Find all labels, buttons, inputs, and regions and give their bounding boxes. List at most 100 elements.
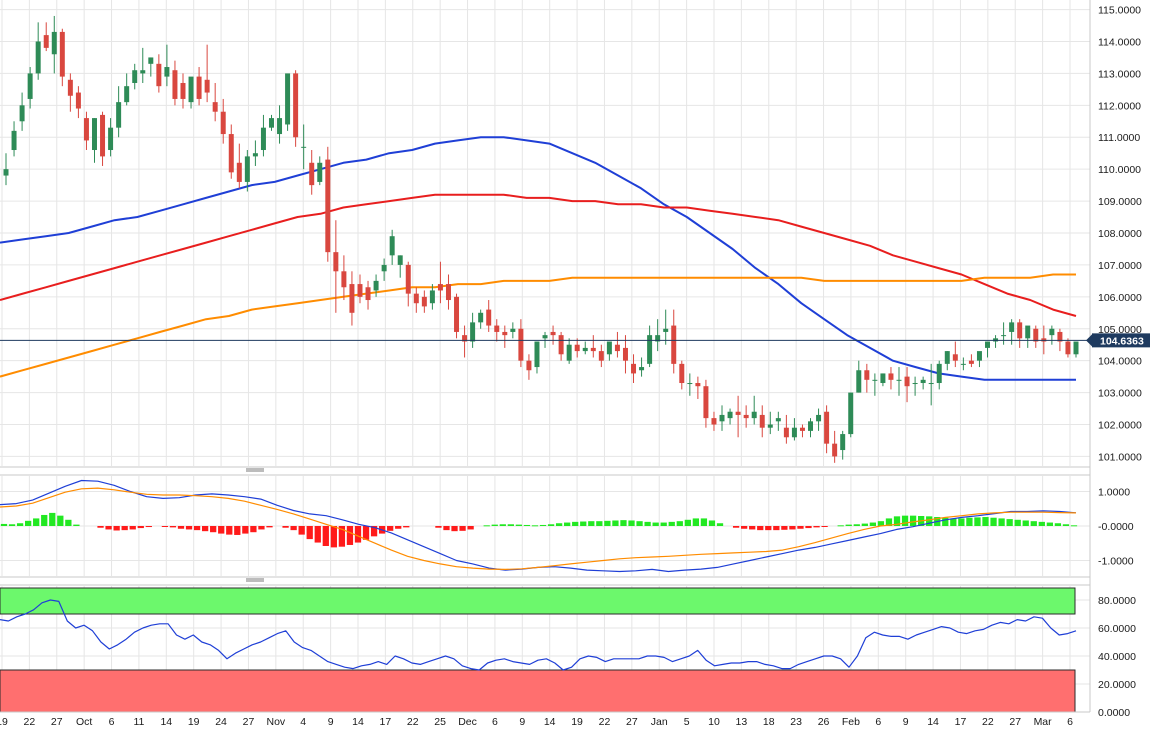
candle (365, 280, 371, 310)
candle-body (92, 118, 97, 151)
candle-body (703, 386, 709, 419)
panel-splitter-2[interactable] (0, 576, 1090, 586)
last-price-label: 104.6363 (1100, 335, 1144, 347)
macd-histogram-bar (0, 523, 8, 526)
x-tick-label: 22 (407, 716, 419, 728)
candle-body (1001, 335, 1007, 337)
candle (252, 140, 258, 166)
candle (486, 300, 492, 332)
macd-histogram-bar (773, 526, 780, 531)
macd-histogram-bar (813, 526, 820, 528)
candle-body (872, 379, 878, 381)
candle (904, 367, 910, 403)
macd-histogram-bar (185, 526, 193, 530)
x-tick-label: 22 (599, 716, 611, 728)
price-y-tick-label: 102.0000 (1098, 420, 1142, 432)
candle-body (791, 427, 797, 438)
macd-histogram-bar (572, 521, 579, 526)
candle (502, 325, 508, 348)
x-tick-label: Oct (76, 716, 92, 728)
candle-body (783, 427, 789, 438)
candle-body (799, 427, 805, 431)
candle-body (172, 70, 178, 99)
macd-histogram-bar (612, 520, 619, 526)
candle-body (824, 411, 830, 444)
candle-body (502, 331, 508, 336)
candle-body (486, 309, 492, 326)
x-tick-label: Nov (267, 716, 286, 728)
candle (1017, 319, 1023, 348)
macd-histogram-bar (749, 526, 756, 530)
macd-histogram-bar (974, 517, 981, 526)
candle (606, 341, 612, 361)
candle (960, 357, 966, 371)
macd-histogram-bar (218, 526, 225, 534)
candle-body (904, 376, 910, 387)
candle-body (413, 293, 419, 304)
x-tick-label: 22 (24, 716, 36, 728)
macd-histogram-bar (909, 515, 917, 526)
candle-body (558, 335, 564, 355)
macd-histogram-bar (676, 521, 683, 526)
macd-histogram-bar (234, 526, 241, 535)
candle (719, 405, 725, 431)
macd-histogram-bar (330, 526, 337, 548)
candle-body (470, 322, 476, 342)
candle-body (75, 92, 81, 109)
panel-splitter-1[interactable] (0, 466, 1090, 476)
price-y-tick-label: 104.0000 (1098, 356, 1142, 368)
macd-histogram-bar (451, 526, 458, 532)
macd-histogram-bar (387, 526, 394, 531)
candle-body (301, 146, 307, 148)
candle (429, 284, 435, 310)
x-axis: 19 22 27 Oct 6 11 14 19 24 27 Nov 4 9 14 17 22 25 Dec 6 9 14… (0, 716, 1073, 728)
x-tick-label: 27 (51, 716, 63, 728)
candle-body (968, 360, 974, 364)
rsi-line (0, 599, 1077, 671)
candle (590, 335, 596, 358)
candle-body (920, 379, 926, 384)
candle (389, 229, 395, 265)
candle (3, 153, 9, 186)
macd-signal-line (0, 487, 1077, 571)
macd-histogram-bar (1054, 523, 1062, 526)
candle-body (397, 255, 403, 265)
candle (478, 309, 484, 329)
macd-histogram-bar (580, 521, 587, 526)
candle (671, 309, 677, 374)
candle-body (212, 102, 218, 112)
candle (421, 290, 427, 313)
candle-body (1073, 341, 1079, 355)
macd-histogram-bar (65, 519, 72, 526)
candle (598, 344, 604, 368)
candle (840, 430, 846, 460)
candle (59, 28, 65, 87)
candle (317, 156, 323, 186)
macd-histogram-bar (41, 514, 48, 526)
macd-y-tick-label: -1.0000 (1098, 555, 1134, 567)
macd-histogram-bar (885, 518, 893, 526)
macd-histogram-bar (644, 521, 651, 526)
candle-body (429, 290, 435, 304)
x-tick-label: 14 (544, 716, 556, 728)
candle (381, 258, 387, 281)
macd-histogram-bar (523, 524, 531, 526)
macd-histogram-bar (1062, 524, 1070, 526)
macd-histogram-bar (338, 526, 346, 547)
candle-body (317, 162, 323, 182)
x-tick-label: 13 (736, 716, 748, 728)
macd-histogram-bar (362, 526, 370, 540)
candle-body (405, 264, 411, 294)
x-tick-label: 6 (492, 716, 498, 728)
candle-body (510, 328, 516, 332)
candle (550, 325, 556, 345)
candle (679, 360, 685, 390)
macd-histogram-bar (692, 518, 700, 526)
candle-body (27, 73, 33, 99)
macd-histogram-bar (290, 526, 297, 531)
candle-body (896, 379, 902, 381)
candle-body (236, 162, 242, 182)
candle-body (759, 414, 765, 428)
macd-histogram-bar (201, 526, 209, 532)
price-y-tick-label: 112.0000 (1098, 100, 1141, 112)
